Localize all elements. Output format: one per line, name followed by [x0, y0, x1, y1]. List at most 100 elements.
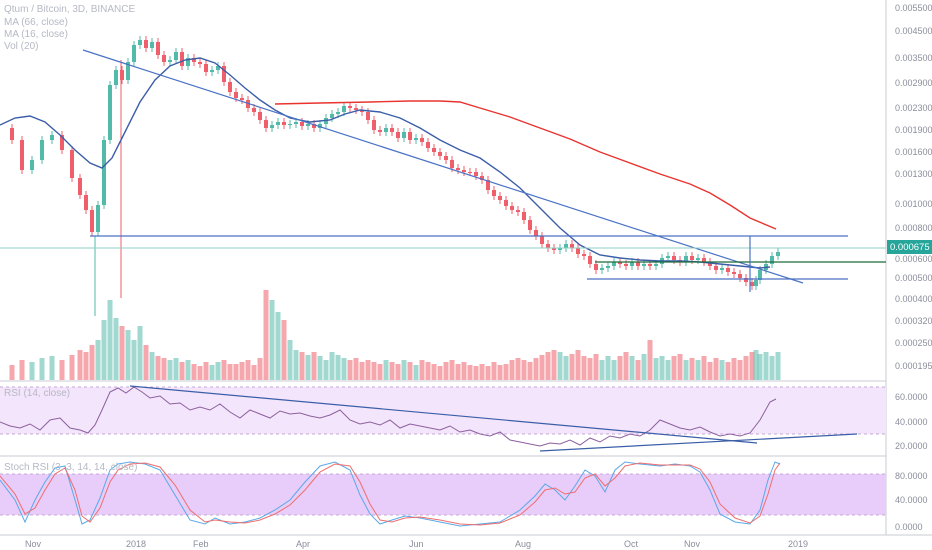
time-tick: Apr — [296, 539, 310, 549]
candle-body — [168, 60, 172, 62]
candle-body — [306, 124, 310, 126]
candle-body — [40, 140, 44, 160]
candle-body — [138, 40, 142, 45]
price-tick: 0.001900 — [895, 125, 932, 135]
volume-bar — [737, 360, 743, 380]
volume-bar — [653, 358, 659, 380]
candle-body — [776, 252, 780, 256]
volume-bar — [497, 365, 503, 380]
chart-title: Qtum / Bitcoin, 3D, BINANCE — [4, 4, 135, 15]
time-tick: Oct — [624, 539, 639, 549]
volume-bar — [515, 358, 521, 380]
legend-vol: Vol (20) — [4, 41, 38, 52]
volume-bar — [161, 358, 167, 380]
candle-body — [516, 210, 520, 212]
volume-bar — [347, 360, 353, 380]
volume-bar — [581, 356, 587, 380]
volume-bar — [461, 362, 467, 380]
candle-body — [294, 122, 298, 124]
volume-bar — [83, 352, 89, 380]
candle-body — [654, 264, 658, 266]
volume-bar — [617, 356, 623, 380]
candle-body — [354, 108, 358, 110]
volume-bar — [245, 360, 251, 380]
candle-body — [258, 112, 262, 120]
price-tick: 0.000250 — [895, 338, 932, 348]
volume-bar — [443, 362, 449, 380]
candle-body — [414, 138, 418, 140]
candle-body — [672, 256, 676, 260]
volume-bar — [59, 360, 65, 380]
volume-bar — [39, 358, 45, 380]
last-price-badge — [887, 240, 932, 254]
candle-body — [264, 120, 268, 128]
time-tick: 2018 — [126, 539, 146, 549]
time-tick: Nov — [25, 539, 42, 549]
legend-ma66: MA (66, close) — [4, 17, 68, 28]
candle-body — [276, 122, 280, 125]
candle-body — [702, 258, 706, 262]
stoch-band — [0, 474, 886, 515]
candle-body — [120, 70, 124, 80]
candle-body — [366, 112, 370, 120]
price-tick: 0.003500 — [895, 53, 932, 63]
volume-bar — [89, 345, 95, 380]
volume-bar — [753, 350, 759, 380]
legend-ma16: MA (16, close) — [4, 29, 68, 40]
candle-body — [174, 52, 178, 60]
volume-bar — [9, 365, 15, 380]
volume-bar — [707, 362, 713, 380]
volume-bar — [485, 366, 491, 380]
price-tick: 0.000400 — [895, 294, 932, 304]
time-axis: Nov 2018 Feb Apr Jun Aug Oct Nov 2019 — [25, 539, 808, 549]
volume-bar — [293, 350, 299, 380]
volume-bar — [215, 362, 221, 380]
candle-body — [720, 268, 724, 270]
candle-body — [522, 212, 526, 220]
candle-body — [360, 110, 364, 112]
candle-body — [114, 70, 118, 85]
candle-body — [432, 148, 436, 152]
candle-body — [408, 132, 412, 140]
price-tick: 0.000600 — [895, 254, 932, 264]
candle-body — [90, 210, 94, 232]
volume-bar — [269, 300, 275, 380]
volume-bar — [401, 360, 407, 380]
candle-body — [498, 196, 502, 200]
volume-bar — [209, 365, 215, 380]
candle-body — [462, 170, 466, 172]
volume-bar — [641, 354, 647, 380]
volume-bar — [551, 350, 557, 380]
candle-body — [108, 85, 112, 140]
candle-body — [390, 128, 394, 132]
volume-bar — [563, 356, 569, 380]
legend-rsi: RSI (14, close) — [4, 388, 70, 399]
candle-body — [150, 42, 154, 48]
candle-body — [576, 248, 580, 254]
candle-body — [444, 156, 448, 160]
volume-bar — [575, 350, 581, 380]
volume-bar — [587, 358, 593, 380]
price-tick: 0.004500 — [895, 26, 932, 36]
candle-body — [618, 262, 622, 264]
volume-bar — [77, 350, 83, 380]
candle-body — [288, 124, 292, 125]
volume-bar — [425, 362, 431, 380]
volume-bar — [509, 360, 515, 380]
candle-body — [450, 160, 454, 168]
candle-body — [630, 262, 634, 266]
candle-body — [594, 264, 598, 270]
volume-bar — [125, 330, 131, 380]
volume-bar — [647, 340, 653, 380]
volume-bar — [757, 354, 763, 380]
candle-body — [204, 64, 208, 72]
candle-body — [162, 55, 166, 62]
candle-body — [252, 108, 256, 112]
candle-body — [384, 128, 388, 132]
volume-bar — [251, 365, 257, 380]
candle-body — [78, 178, 82, 195]
time-tick: Jun — [409, 539, 424, 549]
candle-body — [558, 248, 562, 250]
candle-body — [612, 262, 616, 266]
time-tick: 2019 — [788, 539, 808, 549]
